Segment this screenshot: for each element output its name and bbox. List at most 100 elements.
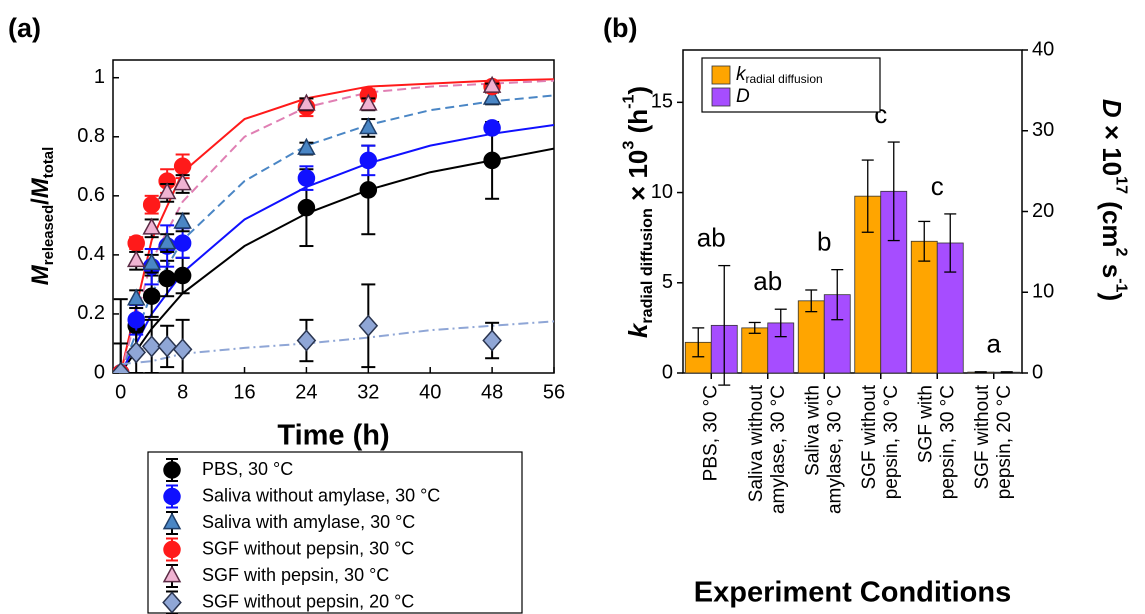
data-point	[482, 87, 502, 105]
data-point	[173, 234, 192, 252]
label-part: /	[27, 198, 54, 205]
y-tick-label: 0.8	[77, 125, 105, 147]
legend-marker	[163, 487, 181, 506]
significance-label: b	[817, 227, 831, 257]
x-tick-label: 48	[481, 381, 503, 403]
plot-area	[113, 75, 554, 373]
y-tick-label: 10	[651, 181, 673, 203]
legend-marker	[162, 512, 182, 530]
y-tick-label: 15	[651, 91, 673, 113]
legend-box	[701, 57, 881, 113]
label-part: )	[623, 86, 653, 95]
x-tick-label: 40	[419, 381, 441, 403]
data-point	[359, 181, 378, 199]
data-point	[297, 137, 316, 155]
y-tick-label: 5	[662, 271, 673, 293]
data-point	[157, 232, 177, 250]
y2-tick-label: 0	[1032, 361, 1043, 383]
x-tick-label: SGF without	[972, 384, 993, 489]
data-point	[173, 211, 192, 229]
data-point	[126, 250, 146, 268]
y-tick-label: 1	[94, 66, 105, 88]
x-tick-label: Saliva without	[746, 384, 767, 502]
legend-label: Saliva without amylase, 30 °C	[202, 485, 440, 505]
legend-name: D	[736, 86, 750, 107]
legend-label: D	[736, 86, 750, 107]
x-tick-label: amylase, 30 °C	[824, 385, 845, 514]
label-part: (h	[623, 109, 653, 141]
data-point	[483, 151, 501, 170]
legend-box	[147, 451, 523, 614]
legend-label: kradial diffusion	[736, 64, 823, 86]
bar	[741, 327, 769, 374]
label-part: 17	[1112, 176, 1130, 194]
data-point	[359, 151, 378, 170]
x-tick-label: pepsin, 30 °C	[937, 385, 958, 499]
data-point	[127, 311, 145, 329]
label-part: -1	[620, 95, 638, 109]
bar	[767, 322, 795, 374]
data-point	[482, 75, 502, 93]
data-point	[296, 329, 317, 352]
x-tick-label: 16	[233, 381, 255, 403]
data-point	[141, 335, 162, 358]
label-part: )	[1097, 293, 1127, 302]
legend-label: Saliva with amylase, 30 °C	[202, 512, 415, 532]
legend-swatch	[711, 87, 731, 107]
legend-label: SGF without pepsin, 30 °C	[202, 538, 414, 558]
data-point	[483, 119, 501, 137]
label-part: 2	[1112, 248, 1130, 257]
axis-label: kradial diffusion × 103 (h-1)	[620, 86, 656, 338]
data-point	[113, 361, 131, 373]
data-point	[173, 157, 192, 176]
significance-label: ab	[753, 266, 782, 296]
data-point	[173, 173, 192, 191]
axis-label: Mreleased/Mtotal	[27, 147, 57, 285]
label-part: × 10	[1097, 118, 1127, 177]
legend-label: PBS, 30 °C	[202, 459, 293, 479]
x-tick-label: PBS, 30 °C	[700, 385, 721, 481]
x-tick-label: 0	[115, 381, 126, 403]
x-tick-label: 32	[357, 381, 379, 403]
legend-marker	[162, 591, 182, 614]
x-tick-label: SGF with	[915, 385, 936, 463]
y-tick-label: 0	[94, 361, 105, 383]
data-point	[359, 93, 378, 111]
label-part: (cm	[1097, 194, 1127, 247]
x-tick-label: amylase, 30 °C	[768, 385, 789, 514]
x-tick-label: 56	[543, 381, 565, 403]
data-point	[157, 182, 177, 200]
significance-label: a	[987, 329, 1002, 359]
x-tick-label: Saliva with	[802, 385, 823, 476]
label-part: total	[41, 147, 57, 178]
data-point	[173, 266, 192, 285]
y-tick-label: 0.6	[77, 184, 105, 206]
axis-label: D × 1017 (cm2 s-1)	[1097, 99, 1130, 301]
legend-label: SGF without pepsin, 20 °C	[202, 591, 414, 611]
y-tick-label: 0	[662, 361, 673, 383]
data-point	[127, 234, 145, 252]
data-point	[126, 341, 147, 364]
data-point	[142, 195, 161, 214]
data-point	[482, 329, 502, 352]
data-point	[158, 269, 176, 288]
bar	[910, 240, 938, 374]
label-part: radial diffusion	[638, 208, 656, 323]
legend-marker	[163, 540, 181, 559]
x-tick-label: pepsin, 30 °C	[881, 385, 902, 499]
x-tick-label: 24	[295, 381, 317, 403]
plot-frame	[112, 59, 555, 374]
data-point	[142, 217, 161, 235]
label-part: M	[27, 177, 54, 198]
legend-swatch	[711, 65, 731, 85]
data-point	[172, 338, 193, 361]
x-tick-label: SGF without	[859, 384, 880, 489]
data-point	[297, 93, 316, 111]
panel-label: (a)	[8, 13, 41, 43]
x-tick-label: pepsin, 20 °C	[994, 385, 1015, 499]
significance-label: ab	[697, 222, 726, 252]
y2-tick-label: 30	[1032, 119, 1054, 141]
label-part: k	[623, 322, 653, 338]
